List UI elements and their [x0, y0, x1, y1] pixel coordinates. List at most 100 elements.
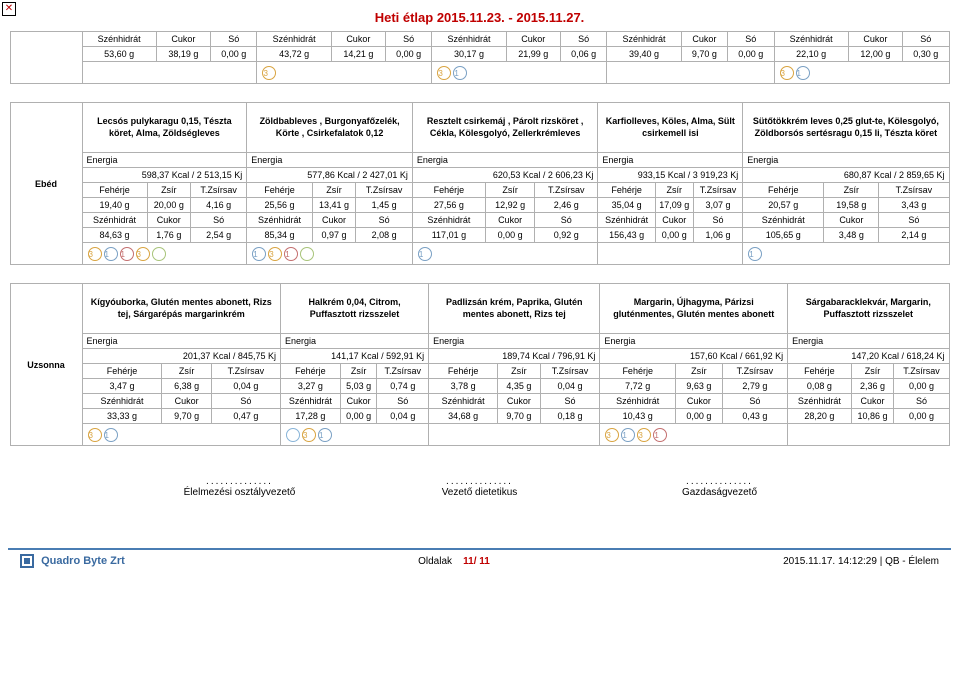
val: 22,10 g [774, 47, 848, 62]
kcal: 189,74 Kcal / 796,91 Kj [429, 349, 600, 364]
val: 4,35 g [498, 379, 541, 394]
footer-company-text: Quadro Byte Zrt [41, 555, 125, 567]
kcal: 141,17 Kcal / 592,91 Kj [280, 349, 428, 364]
val: 0,74 g [377, 379, 429, 394]
icons-cell: 31 [280, 424, 428, 446]
icons-cell [607, 62, 774, 84]
dish: Halkrém 0,04, Citrom, Puffasztott rizssz… [280, 284, 428, 334]
val: 9,70 g [498, 409, 541, 424]
hdr: T.Zsírsav [540, 364, 600, 379]
hdr: Só [535, 213, 598, 228]
hdr: Fehérje [600, 364, 676, 379]
val: 20,00 g [147, 198, 190, 213]
hdr: Zsír [485, 183, 534, 198]
val: 0,30 g [903, 47, 950, 62]
allergen-icon: 1 [653, 428, 667, 442]
val: 117,01 g [412, 228, 485, 243]
val: 1,76 g [147, 228, 190, 243]
hdr: Fehérje [247, 183, 312, 198]
val: 12,00 g [848, 47, 902, 62]
uzsonna-rowlabel: Uzsonna [10, 284, 82, 446]
top-val-row: 53,60 g38,19 g0,00 g 43,72 g14,21 g0,00 … [10, 47, 949, 62]
val: 0,00 g [676, 409, 723, 424]
hdr: Fehérje [598, 183, 655, 198]
val: 7,72 g [600, 379, 676, 394]
val: 3,47 g [82, 379, 162, 394]
hdr: Szénhidrát [600, 394, 676, 409]
val: 21,99 g [506, 47, 560, 62]
hdr: Cukor [655, 213, 693, 228]
val: 3,07 g [693, 198, 743, 213]
hdr: Zsír [655, 183, 693, 198]
allergen-icon: 3 [136, 247, 150, 261]
val: 27,56 g [412, 198, 485, 213]
hdr: Cukor [681, 32, 727, 47]
val: 0,00 g [894, 379, 949, 394]
hdr: Szénhidrát [412, 213, 485, 228]
icons-cell: 1 [412, 243, 598, 265]
icons-cell: 3113 [82, 243, 247, 265]
dish: Resztelt csirkemáj , Párolt rizsköret , … [412, 103, 598, 153]
hdr: Szénhidrát [82, 32, 156, 47]
hdr: T.Zsírsav [722, 364, 787, 379]
energia-lbl: Energia [598, 153, 743, 168]
val: 0,43 g [722, 409, 787, 424]
hdr: T.Zsírsav [377, 364, 429, 379]
dish: Margarin, Újhagyma, Párizsi gluténmentes… [600, 284, 788, 334]
val: 28,20 g [788, 409, 852, 424]
val: 9,70 g [162, 409, 211, 424]
energia-lbl: Energia [247, 153, 413, 168]
sig-label: Gazdaságvezető [682, 487, 757, 498]
kcal: 147,20 Kcal / 618,24 Kj [788, 349, 949, 364]
val: 0,04 g [377, 409, 429, 424]
allergen-icon: 3 [302, 428, 316, 442]
hdr: Cukor [485, 213, 534, 228]
val: 6,38 g [162, 379, 211, 394]
val: 30,17 g [432, 47, 506, 62]
val: 0,04 g [540, 379, 600, 394]
hdr: Só [560, 32, 606, 47]
hdr: Cukor [312, 213, 356, 228]
dish: Sütőtökkrém leves 0,25 glut-te, Kölesgol… [743, 103, 949, 153]
val: 2,14 g [879, 228, 949, 243]
hdr: Só [894, 394, 949, 409]
hdr: Só [728, 32, 774, 47]
val: 0,00 g [385, 47, 431, 62]
close-icon[interactable]: ✕ [2, 2, 16, 16]
page-title: Heti étlap 2015.11.23. - 2015.11.27. [8, 10, 951, 25]
val: 34,68 g [429, 409, 498, 424]
hdr: T.Zsírsav [356, 183, 413, 198]
allergen-icon: 1 [796, 66, 810, 80]
hdr: Só [385, 32, 431, 47]
hdr: Szénhidrát [429, 394, 498, 409]
icons-cell: 3 [257, 62, 432, 84]
allergen-icon: 1 [748, 247, 762, 261]
val: 0,00 g [340, 409, 377, 424]
allergen-icon: 3 [437, 66, 451, 80]
val: 1,06 g [693, 228, 743, 243]
footer-pages: Oldalak 11/ 11 [418, 556, 490, 567]
val: 0,08 g [788, 379, 852, 394]
hdr: Só [211, 394, 280, 409]
val: 3,27 g [280, 379, 340, 394]
page-number: 11/ 11 [463, 556, 490, 567]
hdr: Cukor [331, 32, 385, 47]
hdr: T.Zsírsav [535, 183, 598, 198]
val: 25,56 g [247, 198, 312, 213]
hdr: Szénhidrát [280, 394, 340, 409]
icons-cell: 131 [247, 243, 413, 265]
allergen-icon [300, 247, 314, 261]
hdr: Szénhidrát [607, 32, 681, 47]
kcal: 680,87 Kcal / 2 859,65 Kj [743, 168, 949, 183]
allergen-icon: 1 [284, 247, 298, 261]
hdr: Cukor [851, 394, 894, 409]
hdr: Cukor [162, 394, 211, 409]
val: 43,72 g [257, 47, 331, 62]
val: 3,48 g [824, 228, 879, 243]
company-logo-icon [20, 554, 34, 568]
val: 14,21 g [331, 47, 385, 62]
kcal: 598,37 Kcal / 2 513,15 Kj [82, 168, 247, 183]
allergen-icon: 3 [262, 66, 276, 80]
signature-1: ..............Élelmezési osztályvezető [165, 476, 315, 498]
icons-cell [788, 424, 949, 446]
